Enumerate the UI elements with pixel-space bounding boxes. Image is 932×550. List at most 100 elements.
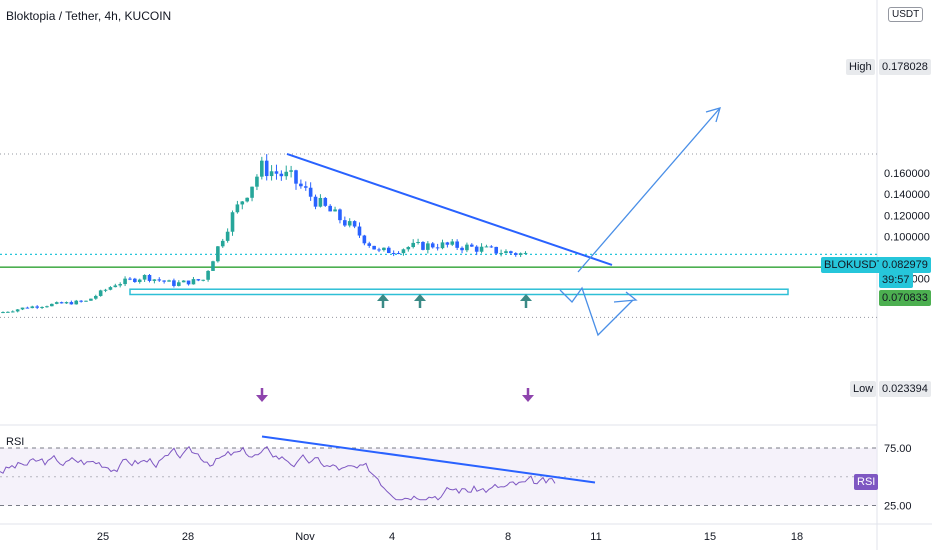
candle-body <box>474 246 479 252</box>
candle-body <box>50 303 54 307</box>
candle-body <box>98 290 103 296</box>
candle-body <box>45 306 49 308</box>
candle-body <box>206 270 210 280</box>
candle-body <box>513 253 518 255</box>
candle-body <box>133 278 137 283</box>
candle-body <box>181 280 186 283</box>
support-level-value: 0.070833 <box>879 290 931 306</box>
candle-body <box>40 306 44 308</box>
candle-body <box>343 220 347 226</box>
candle-body <box>284 171 289 177</box>
candle-body <box>323 197 328 206</box>
candle-body <box>289 170 293 172</box>
arrow-up-icon <box>414 294 426 301</box>
projection-up <box>577 107 721 273</box>
candle-body <box>250 186 254 198</box>
rsi-line <box>0 445 556 501</box>
price-pane <box>0 0 877 425</box>
candle-body <box>411 242 415 248</box>
candle-body <box>152 279 157 281</box>
candle-body <box>123 278 127 285</box>
candle-body <box>10 311 15 313</box>
arrow-down-icon <box>522 388 534 402</box>
candle-body <box>25 307 30 309</box>
candle-body <box>455 241 459 248</box>
last-price-value: 0.082979 <box>879 257 931 273</box>
currency-badge[interactable]: USDT <box>888 7 924 22</box>
candle-body <box>489 246 494 248</box>
candle-body <box>177 282 181 286</box>
candle-body <box>484 246 489 248</box>
candle-body <box>440 242 445 249</box>
candle-body <box>216 246 220 262</box>
candle-body <box>235 204 240 213</box>
candle-body <box>162 280 166 282</box>
candle-body <box>426 243 430 250</box>
price-trendline <box>286 153 613 266</box>
candle-body <box>186 280 191 285</box>
candle-body <box>504 251 508 254</box>
candle-body <box>59 302 64 304</box>
candle-body <box>357 226 362 236</box>
arrow-up-icon <box>377 294 389 301</box>
candle-body <box>279 173 284 177</box>
candle-body <box>74 300 79 305</box>
candle-body <box>1 312 5 314</box>
candle-body <box>172 280 176 286</box>
candle-body <box>15 309 20 312</box>
candle-body <box>35 306 39 308</box>
candles-group <box>1 154 528 314</box>
candle-body <box>430 243 435 248</box>
candle-body <box>118 284 122 286</box>
arrow-down-icon <box>256 395 268 402</box>
candle-body <box>89 298 93 301</box>
candle-body <box>260 160 264 177</box>
time-tick-label: 11 <box>590 531 601 543</box>
candle-body <box>269 171 274 177</box>
price-tick-label: 0.100000 <box>884 231 930 243</box>
rsi-tick-label: 25.00 <box>884 501 912 513</box>
candle-body <box>128 278 132 280</box>
candle-body <box>479 246 484 252</box>
candle-body <box>377 249 381 251</box>
candle-body <box>352 221 357 227</box>
demand-zone <box>129 288 789 296</box>
projection-up-arrowhead <box>705 107 721 123</box>
candle-body <box>108 287 113 290</box>
projection-down-arrowhead <box>613 291 638 303</box>
candle-body <box>470 244 474 247</box>
high-label: High <box>846 59 875 75</box>
candle-body <box>416 241 420 243</box>
arrow-up-icon <box>377 294 389 308</box>
candle-body <box>465 244 469 251</box>
candle-body <box>245 197 249 202</box>
candle-body <box>299 183 303 187</box>
arrow-up-icon <box>520 294 532 301</box>
candle-body <box>386 247 391 254</box>
candle-body <box>147 274 152 281</box>
candle-body <box>225 231 230 241</box>
candle-body <box>391 253 396 255</box>
candle-body <box>499 253 503 255</box>
candle-body <box>201 279 206 281</box>
candle-body <box>6 311 10 313</box>
rsi-title: RSI <box>6 436 25 448</box>
candle-body <box>211 261 215 271</box>
candle-body <box>196 279 201 281</box>
candle-body <box>255 176 259 187</box>
arrow-down-icon <box>256 388 268 402</box>
low-label: Low <box>850 381 877 397</box>
candle-body <box>274 171 279 174</box>
time-tick-label: Nov <box>295 531 315 543</box>
time-tick-label: 15 <box>704 531 716 543</box>
candle-body <box>294 170 298 184</box>
candle-body <box>191 279 196 285</box>
low-value: 0.023394 <box>879 381 931 397</box>
candle-body <box>142 274 147 280</box>
rsi-tick-label: 75.00 <box>884 443 912 455</box>
candle-body <box>137 279 142 283</box>
candle-body <box>103 289 108 291</box>
arrow-up-icon <box>414 294 426 308</box>
symbol-label: BLOKUSDT <box>821 257 887 273</box>
